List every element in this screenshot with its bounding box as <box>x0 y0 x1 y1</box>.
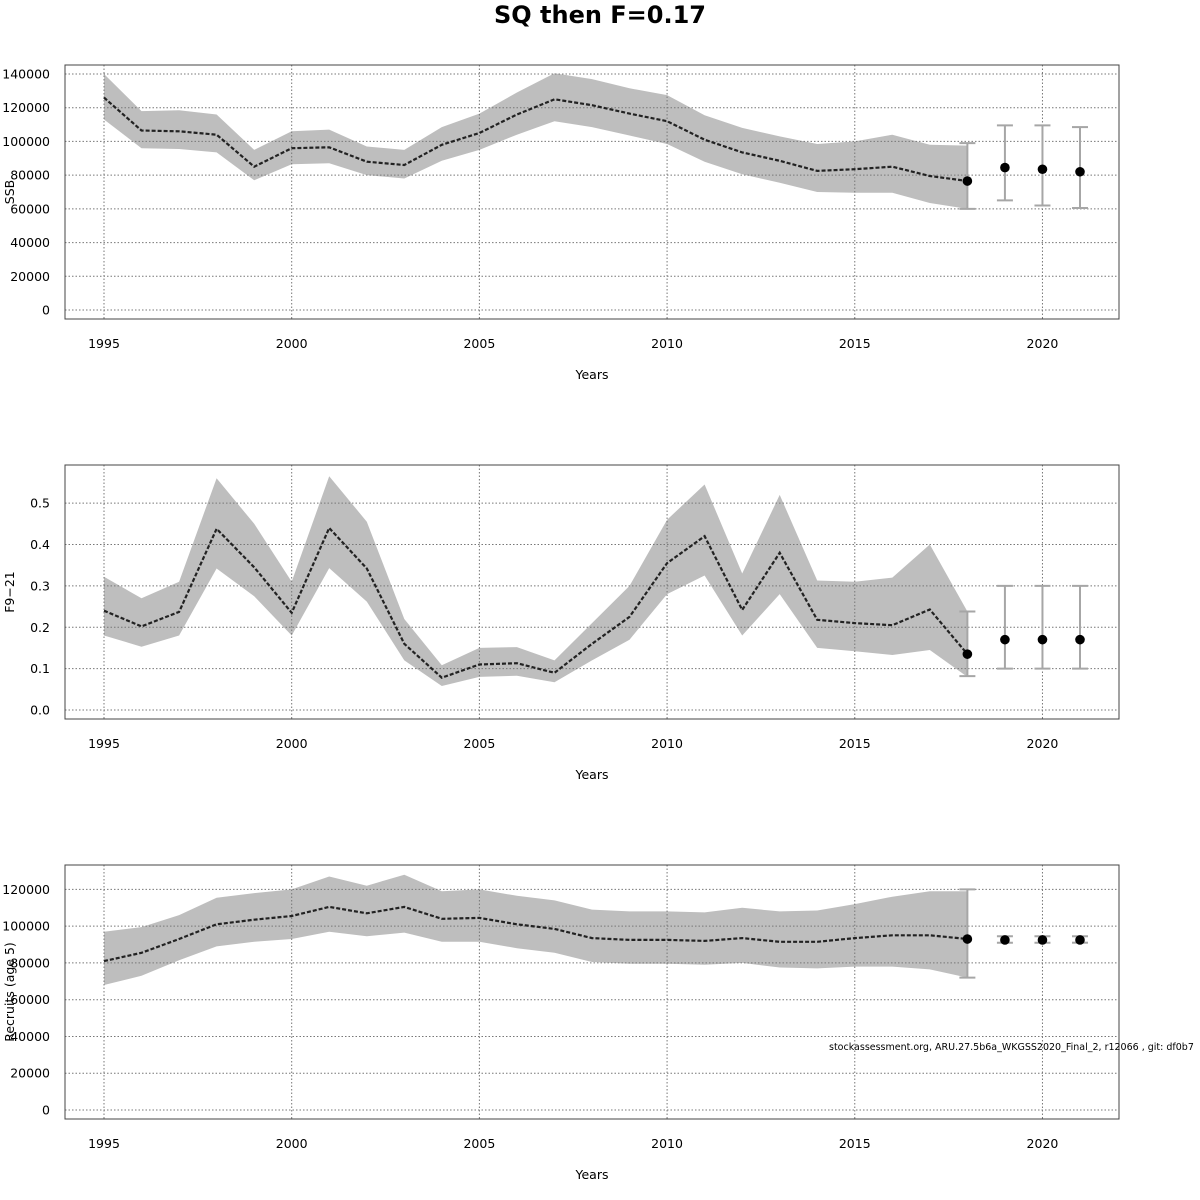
f-ytick-label: 0.0 <box>30 703 50 718</box>
ssb-forecast-point-2021 <box>1075 166 1085 177</box>
recruits-forecast-point-2018 <box>962 934 973 944</box>
recruits-ytick-label: 20000 <box>10 1066 50 1081</box>
recruits-xtick-label: 2005 <box>463 1136 495 1151</box>
recruits-xtick-label: 1995 <box>88 1136 120 1151</box>
f-forecast-point-2020 <box>1037 634 1048 645</box>
f-forecast-point-2019 <box>1000 634 1010 645</box>
ssb-plot-frame <box>64 64 1120 320</box>
recruits-xtick-label: 2020 <box>1027 1136 1059 1151</box>
f-xtick-label: 2020 <box>1027 736 1059 751</box>
ssb-forecast-point-2018 <box>962 176 973 186</box>
recruits-forecast-point-2021 <box>1075 935 1085 945</box>
f-plot-frame <box>64 464 1120 720</box>
ssb-ytick-label: 40000 <box>10 235 50 250</box>
f-xtick-label: 2010 <box>651 736 683 751</box>
ssb-ylabel: SSB <box>2 180 17 204</box>
recruits-ytick-label: 100000 <box>2 919 50 934</box>
ssb-estimate-line <box>103 96 968 183</box>
f-xtick-label: 1995 <box>88 736 120 751</box>
recruits-xtick-label: 2000 <box>276 1136 308 1151</box>
ssb-xlabel: Years <box>575 367 609 382</box>
ssb-panel: 1995 2000 2005 2010 2015 2020 0 20000 40000 60000… <box>2 64 1120 382</box>
recruits-estimate-line <box>103 905 968 963</box>
f-ytick-label: 0.2 <box>30 620 50 635</box>
ssb-xtick-label: 2015 <box>839 336 871 351</box>
ssb-ytick-label: 20000 <box>10 269 50 284</box>
f-xtick-label: 2005 <box>463 736 495 751</box>
ssb-xtick-label: 1995 <box>88 336 120 351</box>
recruits-ytick-label: 0 <box>42 1103 50 1118</box>
f-xtick-label: 2015 <box>839 736 871 751</box>
fishing-mortality-panel: 1995 2000 2005 2010 2015 2020 0.0 0.1 0.2 0.3 0.4 0… <box>2 464 1120 782</box>
ssb-forecast-point-2020 <box>1037 164 1048 175</box>
recruits-panel: 1995 2000 2005 2010 2015 2020 0 20000 40000 60000… <box>2 864 1120 1182</box>
recruits-ylabel: Recruits (age 5) <box>2 942 17 1042</box>
f-estimate-line <box>103 526 969 679</box>
ssb-ytick-label: 80000 <box>10 168 50 183</box>
recruits-ytick-label: 80000 <box>10 955 50 970</box>
ssb-xtick-label: 2020 <box>1027 336 1059 351</box>
f-ytick-label: 0.4 <box>30 537 50 552</box>
ssb-ytick-label: 100000 <box>2 134 50 149</box>
ssb-ytick-label: 60000 <box>10 201 50 216</box>
recruits-forecast-point-2020 <box>1037 935 1048 945</box>
recruits-ytick-label: 60000 <box>10 992 50 1007</box>
ssb-xtick-label: 2010 <box>651 336 683 351</box>
f-ytick-label: 0.3 <box>30 578 50 593</box>
ssb-xtick-label: 2005 <box>463 336 495 351</box>
recruits-xlabel: Years <box>575 1167 609 1182</box>
footnote: stockassessment.org, ARU.27.5b6a_WKGSS20… <box>829 1042 1194 1053</box>
ssb-ytick-label: 120000 <box>2 100 50 115</box>
recruits-plot-frame <box>64 864 1120 1120</box>
ssb-ytick-label: 140000 <box>2 67 50 82</box>
f-forecast-point-2021 <box>1075 634 1085 645</box>
recruits-forecast-point-2019 <box>1000 935 1010 945</box>
chart-title: SQ then F=0.17 <box>493 1 707 29</box>
f-ylabel: F9−21 <box>2 571 17 613</box>
f-xtick-label: 2000 <box>276 736 308 751</box>
recruits-ytick-label: 40000 <box>10 1029 50 1044</box>
ssb-ytick-label: 0 <box>42 303 50 318</box>
recruits-xtick-label: 2015 <box>839 1136 871 1151</box>
f-ytick-label: 0.1 <box>30 661 50 676</box>
f-confidence-band <box>104 476 968 686</box>
f-forecast-point-2018 <box>962 649 973 659</box>
recruits-xtick-label: 2010 <box>651 1136 683 1151</box>
recruits-ytick-label: 120000 <box>2 882 50 897</box>
f-xlabel: Years <box>575 767 609 782</box>
ssb-forecast-point-2019 <box>1000 162 1010 173</box>
f-ytick-label: 0.5 <box>30 496 50 511</box>
ssb-xtick-label: 2000 <box>276 336 308 351</box>
recruits-confidence-band <box>104 874 968 985</box>
